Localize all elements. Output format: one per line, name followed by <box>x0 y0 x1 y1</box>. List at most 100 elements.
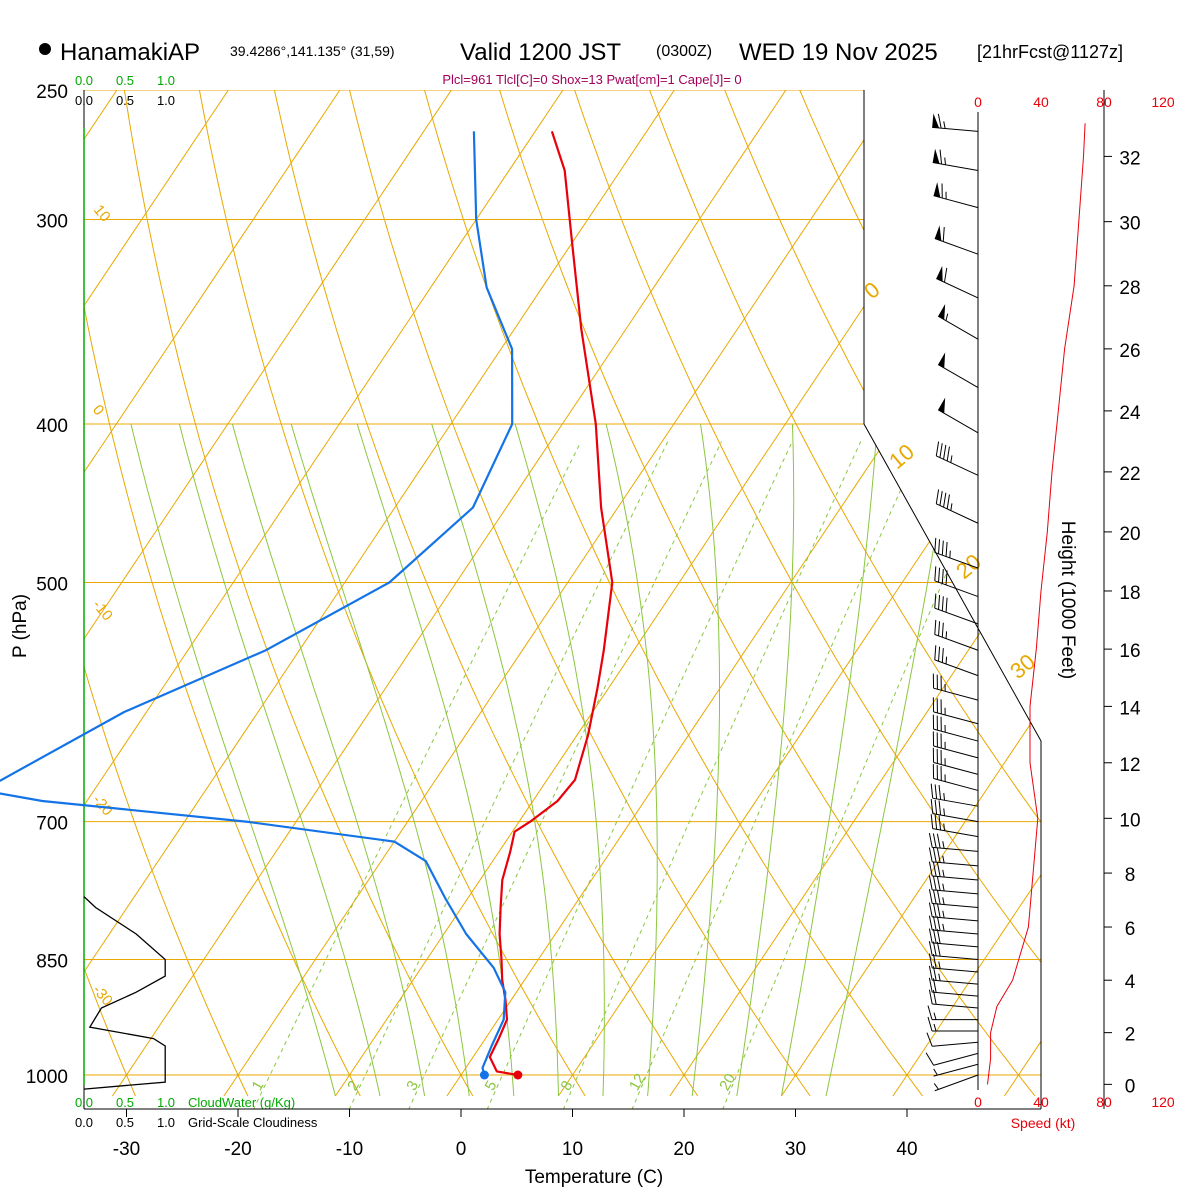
height-tick-label: 16 <box>1119 641 1140 662</box>
plot-frame-edge <box>863 90 1042 1109</box>
wind-barb-half-flag <box>949 550 951 558</box>
pressure-tick-label: 700 <box>36 814 68 835</box>
height-tick-label: 20 <box>1119 524 1140 545</box>
cloudiness-label: Grid-Scale Cloudiness <box>188 1115 318 1130</box>
wind-barb-half-flag <box>938 961 941 969</box>
wind-barb-flag <box>938 621 941 636</box>
moist-adiabat-line <box>514 423 605 1097</box>
wind-barb-shaft <box>933 745 979 759</box>
mixing-ratio-line <box>252 441 582 1109</box>
wind-barb <box>928 832 979 852</box>
mixing-ratio-label: 8 <box>557 1078 576 1094</box>
wind-barb <box>932 113 979 132</box>
wind-barb-flag <box>938 800 942 816</box>
mixing-ratio-line <box>722 441 1004 1109</box>
wind-barb-flag <box>946 446 950 462</box>
mixing-ratio-label: 5 <box>482 1078 501 1094</box>
wind-barb <box>933 182 979 209</box>
speed-label: Speed (kt) <box>1011 1115 1076 1131</box>
wind-barb-flag <box>941 569 944 584</box>
sounding-profiles <box>0 131 614 1080</box>
wind-barb-half-flag <box>943 792 946 801</box>
temperature-line <box>488 131 614 1077</box>
dry-adiabat-label: 10 <box>90 202 114 226</box>
wind-barb-shaft <box>934 1074 979 1092</box>
wind-barb <box>928 965 979 985</box>
valid-zulu: (0300Z) <box>656 43 712 60</box>
dry-adiabat-line <box>84 90 361 1097</box>
moist-adiabat-label: 0 <box>859 277 884 304</box>
wind-barb-half-flag <box>945 631 948 639</box>
isotherm-line <box>669 90 1041 1097</box>
wind-barb-flag <box>928 928 933 943</box>
wind-barb <box>933 1074 979 1092</box>
wind-barb <box>934 593 979 625</box>
wind-barb-half-flag <box>933 1023 937 1032</box>
mixing-ratio-label: 3 <box>403 1078 422 1094</box>
wind-barb-flag <box>941 622 944 638</box>
isotherm-line <box>84 90 452 1097</box>
wind-barb-flag <box>928 847 933 862</box>
wind-barb <box>930 814 979 838</box>
wind-barb <box>932 148 979 172</box>
wind-barb <box>930 783 979 807</box>
axis-ticks: -30 -20 -10 0 10 20 30 402503004005007008501000… <box>26 82 1141 1160</box>
wind-barb-flag <box>945 597 948 613</box>
wind-barb-flag <box>930 814 934 829</box>
mixing-ratio-label: 2 <box>344 1078 363 1094</box>
wind-barb <box>925 1052 979 1066</box>
isotherm-line <box>223 90 898 1097</box>
isotherm-line <box>446 90 1041 1097</box>
dry-adiabat-line <box>564 90 1041 1097</box>
moist-adiabat-line <box>736 423 795 1097</box>
wind-barb-pennant <box>938 397 946 414</box>
pressure-tick-label: 400 <box>36 416 68 437</box>
wind-barb-shaft <box>933 1052 979 1066</box>
wind-barb-shaft <box>933 761 979 775</box>
height-tick-label: 14 <box>1119 698 1141 719</box>
wind-barb <box>934 537 979 569</box>
wind-barb-shaft <box>932 903 979 909</box>
isotherm-line <box>84 90 564 1097</box>
dewpoint-line <box>0 131 514 1076</box>
wind-barb-flag <box>928 977 933 993</box>
wind-barb-flag <box>941 648 944 663</box>
wind-barb-flag <box>934 799 938 815</box>
dry-adiabat-line <box>416 90 923 1097</box>
dry-adiabat-line <box>861 90 1041 1097</box>
wind-barb-shaft <box>932 1041 979 1047</box>
x-tick-label: 0 <box>456 1139 467 1160</box>
wind-barb <box>932 673 979 701</box>
wind-barb-flag <box>928 965 933 981</box>
cloudwater-tick: 1.0 <box>157 1095 175 1110</box>
wind-barb <box>926 1032 979 1047</box>
wind-barb-flag <box>942 226 945 242</box>
wind-barb-shaft <box>933 1063 979 1077</box>
cloudiness-tick: 0.0 <box>75 1115 93 1130</box>
wind-barb-flag <box>928 989 933 1005</box>
wind-barbs <box>925 113 979 1092</box>
wind-barb-flag <box>934 593 937 609</box>
wind-barb-shaft <box>932 126 979 132</box>
dry-adiabat-line <box>84 90 136 1097</box>
cloudwater-label: CloudWater (g/Kg) <box>188 1095 295 1110</box>
wind-barb-flag <box>936 929 941 944</box>
wind-barb-shaft <box>936 278 979 299</box>
wind-barb-flag <box>945 570 948 585</box>
wind-barb-shaft <box>932 942 979 948</box>
dry-adiabat-label: -30 <box>89 982 116 1010</box>
x-tick-label: -20 <box>224 1139 251 1160</box>
dry-adiabat-line <box>84 90 249 1097</box>
wind-barb <box>928 889 979 909</box>
wind-barb-flag <box>932 833 937 848</box>
station-coords: 39.4286°,141.135° (31,59) <box>230 43 395 59</box>
wind-barb-flag <box>930 783 934 799</box>
height-tick-label: 24 <box>1119 403 1141 424</box>
wind-barb-flag <box>938 594 941 610</box>
speed-scale-bottom: 0 40 80 120 Speed (kt) <box>974 1094 1175 1131</box>
wind-barb-half-flag <box>942 883 945 892</box>
pressure-tick-label: 1000 <box>26 1067 68 1088</box>
mixing-ratio-label: 12 <box>626 1071 649 1094</box>
wind-barb-flag <box>945 541 948 557</box>
